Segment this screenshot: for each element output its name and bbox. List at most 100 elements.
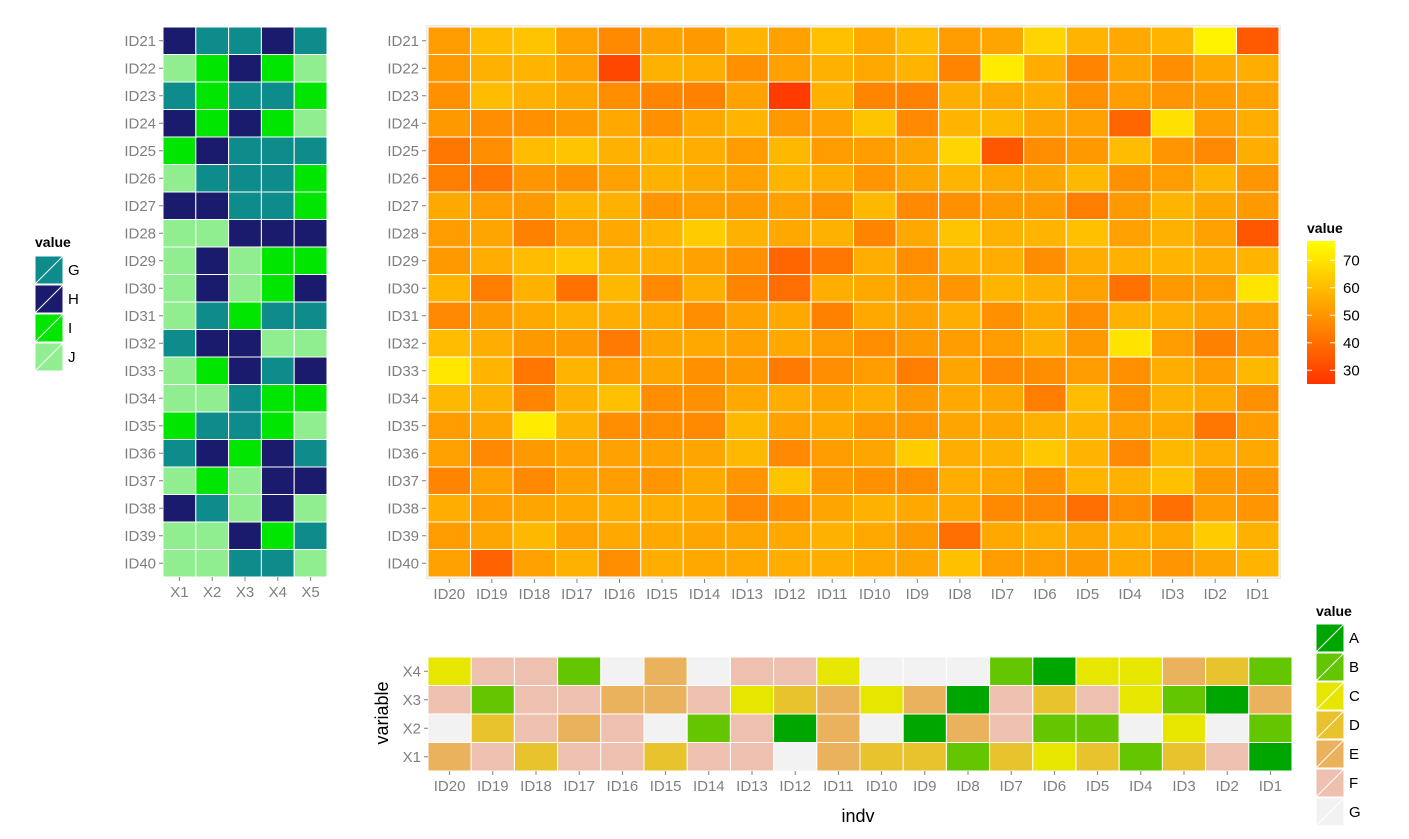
bottom-legend-key-slash	[1315, 710, 1345, 740]
bottom-cell-X3-ID5	[1075, 685, 1120, 715]
main-cell-ID26-ID20	[427, 164, 472, 193]
left-cell-ID40-X2	[195, 549, 230, 578]
bottom-xtick-label: ID18	[520, 778, 552, 795]
left-ytick-label: ID21	[124, 33, 156, 50]
main-cell-ID37-ID17	[555, 466, 599, 495]
main-cell-ID28-ID7	[980, 219, 1025, 248]
main-cell-ID24-ID13	[725, 109, 769, 138]
main-cell-ID36-ID19	[470, 439, 514, 468]
main-cell-ID37-ID16	[597, 466, 642, 495]
left-legend-key-slash	[34, 284, 64, 314]
bottom-cell-X4-ID1	[1248, 656, 1293, 686]
main-cell-ID30-ID18	[512, 274, 557, 303]
bottom-xtick-label: ID20	[434, 778, 466, 795]
main-cell-ID27-ID2	[1193, 191, 1237, 220]
left-cell-ID39-X4	[260, 521, 295, 550]
main-cell-ID34-ID11	[810, 384, 855, 413]
main-legend-tick-label: 30	[1343, 362, 1360, 379]
main-xtick-label: ID3	[1161, 586, 1184, 603]
main-xtick-label: ID4	[1118, 586, 1141, 603]
main-cell-ID31-ID14	[682, 301, 727, 330]
main-cell-ID40-ID7	[980, 549, 1025, 578]
main-cell-ID25-ID20	[427, 136, 472, 165]
main-cell-ID21-ID9	[895, 26, 940, 55]
main-cell-ID31-ID2	[1193, 301, 1237, 330]
main-cell-ID29-ID9	[895, 246, 940, 275]
left-cell-ID38-X2	[195, 494, 230, 523]
main-cell-ID38-ID10	[853, 494, 897, 523]
main-ytick-label: ID26	[387, 170, 419, 187]
main-cell-ID30-ID15	[640, 274, 684, 303]
main-cell-ID35-ID18	[512, 411, 557, 440]
left-cell-ID21-X3	[228, 26, 262, 55]
bottom-legend-key-slash	[1315, 768, 1345, 798]
left-cell-ID30-X4	[260, 274, 295, 303]
left-cell-ID21-X5	[293, 26, 328, 55]
main-cell-ID22-ID7	[980, 54, 1025, 83]
main-cell-ID34-ID12	[767, 384, 812, 413]
bottom-cell-X4-ID13	[729, 656, 775, 686]
main-cell-ID32-ID12	[767, 329, 812, 358]
left-cell-ID32-X4	[260, 329, 295, 358]
main-cell-ID34-ID10	[853, 384, 897, 413]
main-cell-ID37-ID6	[1023, 466, 1067, 495]
main-cell-ID39-ID14	[682, 521, 727, 550]
main-cell-ID29-ID16	[597, 246, 642, 275]
main-xtick-label: ID6	[1033, 586, 1056, 603]
left-cell-ID22-X2	[195, 54, 230, 83]
main-cell-ID29-ID7	[980, 246, 1025, 275]
main-cell-ID28-ID11	[810, 219, 855, 248]
bottom-cell-X3-ID17	[557, 685, 602, 715]
main-cell-ID40-ID1	[1235, 549, 1280, 578]
main-cell-ID22-ID9	[895, 54, 940, 83]
main-cell-ID36-ID5	[1065, 439, 1110, 468]
main-cell-ID23-ID4	[1108, 81, 1152, 110]
main-cell-ID21-ID6	[1023, 26, 1067, 55]
main-cell-ID22-ID15	[640, 54, 684, 83]
main-cell-ID32-ID15	[640, 329, 684, 358]
main-cell-ID35-ID15	[640, 411, 684, 440]
left-cell-ID22-X4	[260, 54, 295, 83]
main-cell-ID36-ID15	[640, 439, 684, 468]
main-cell-ID40-ID11	[810, 549, 855, 578]
main-cell-ID39-ID3	[1150, 521, 1195, 550]
bottom-cell-X1-ID17	[557, 742, 602, 772]
left-cell-ID34-X1	[162, 384, 197, 413]
left-ytick-label: ID36	[124, 445, 156, 462]
bottom-xtick-label: ID17	[563, 778, 595, 795]
bottom-cell-X1-ID3	[1161, 742, 1207, 772]
main-cell-ID36-ID3	[1150, 439, 1195, 468]
left-cell-ID24-X1	[162, 109, 197, 138]
bottom-xtick-label: ID3	[1172, 778, 1195, 795]
main-cell-ID37-ID20	[427, 466, 472, 495]
main-cell-ID23-ID18	[512, 81, 557, 110]
main-cell-ID24-ID14	[682, 109, 727, 138]
main-cell-ID32-ID5	[1065, 329, 1110, 358]
bottom-cell-X2-ID9	[902, 713, 947, 743]
main-cell-ID32-ID20	[427, 329, 472, 358]
main-cell-ID23-ID9	[895, 81, 940, 110]
left-cell-ID29-X5	[293, 246, 328, 275]
main-cell-ID27-ID13	[725, 191, 769, 220]
main-cell-ID25-ID7	[980, 136, 1025, 165]
bottom-cell-X3-ID12	[773, 685, 818, 715]
left-cell-ID28-X4	[260, 219, 295, 248]
main-ytick-label: ID39	[387, 528, 419, 545]
main-cell-ID29-ID14	[682, 246, 727, 275]
main-cell-ID37-ID2	[1193, 466, 1237, 495]
main-cell-ID38-ID17	[555, 494, 599, 523]
left-cell-ID23-X2	[195, 81, 230, 110]
main-cell-ID21-ID3	[1150, 26, 1195, 55]
bottom-cell-X1-ID14	[686, 742, 731, 772]
main-cell-ID27-ID19	[470, 191, 514, 220]
bottom-cell-X4-ID17	[557, 656, 602, 686]
main-cell-ID38-ID3	[1150, 494, 1195, 523]
left-ytick-label: ID32	[124, 335, 156, 352]
main-cell-ID39-ID6	[1023, 521, 1067, 550]
main-cell-ID32-ID16	[597, 329, 642, 358]
bottom-legend-label-G: G	[1349, 804, 1361, 821]
main-cell-ID29-ID10	[853, 246, 897, 275]
main-cell-ID32-ID11	[810, 329, 855, 358]
main-ytick-label: ID34	[387, 390, 419, 407]
